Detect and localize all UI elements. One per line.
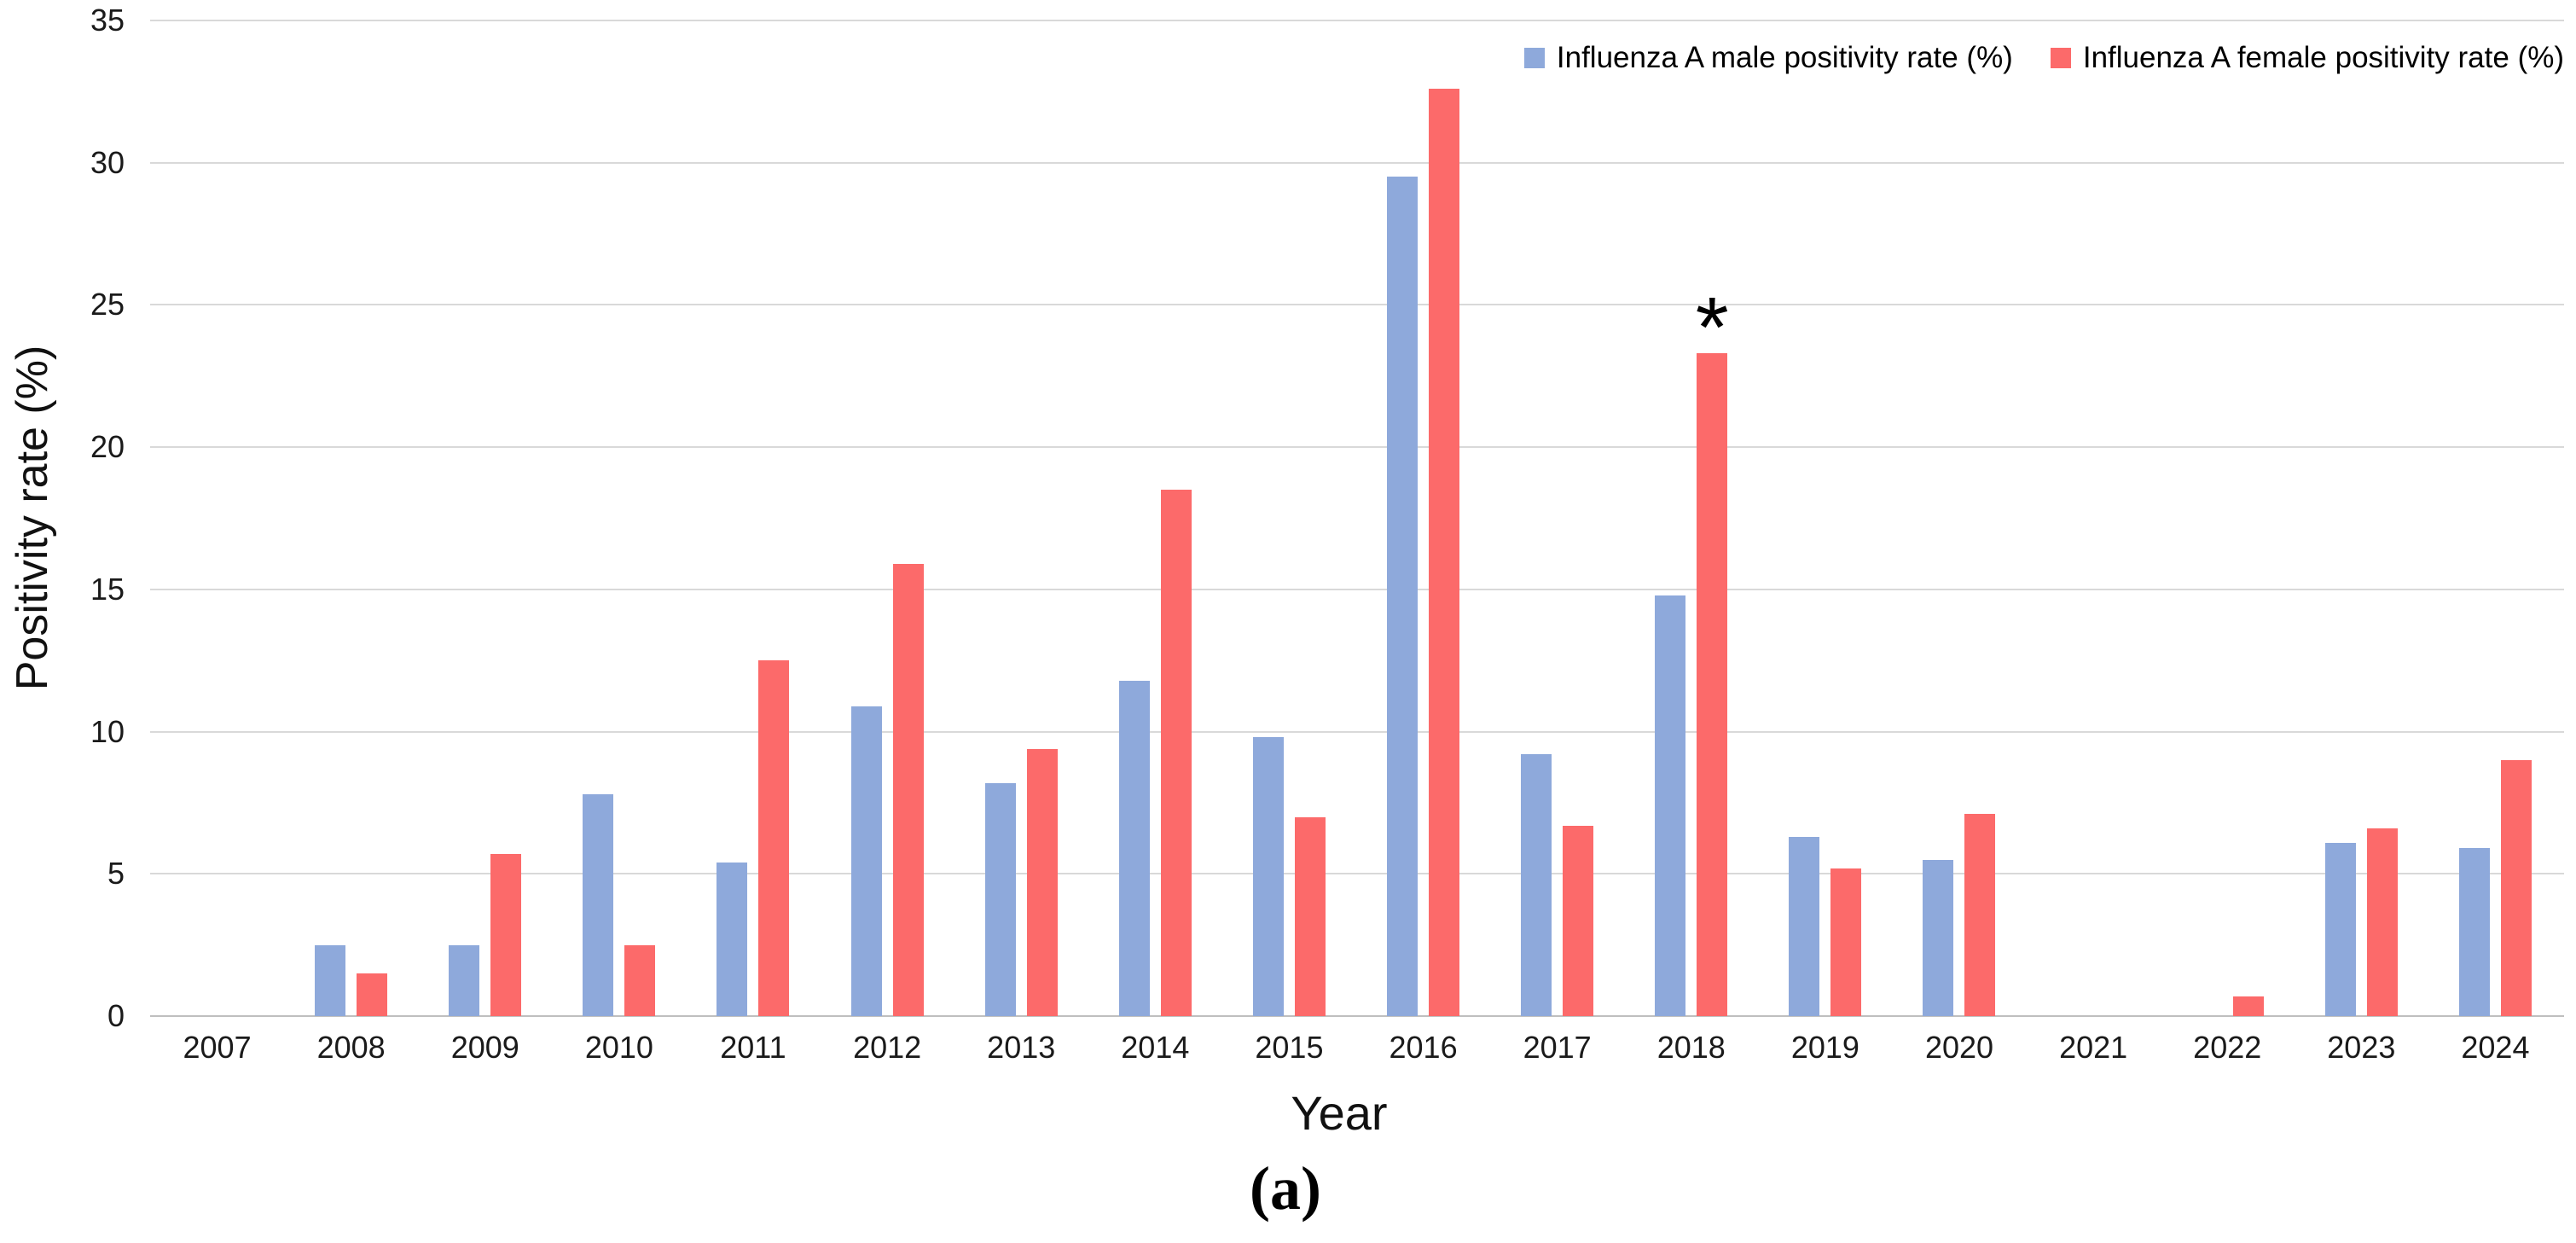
y-tick-label-20: 20 [90, 429, 125, 465]
gridline-35 [150, 19, 2564, 21]
gridline-15 [150, 588, 2564, 590]
x-tick-label-2017: 2017 [1523, 1030, 1592, 1065]
x-tick-label-2013: 2013 [987, 1030, 1056, 1065]
y-tick-label-35: 35 [90, 2, 125, 38]
bar-female-2022 [2232, 996, 2264, 1016]
bar-female-2013 [1026, 748, 1058, 1016]
x-tick-label-2007: 2007 [183, 1030, 252, 1065]
y-tick-label-10: 10 [90, 713, 125, 749]
x-tick-label-2011: 2011 [720, 1030, 786, 1065]
bar-male-2024 [2458, 848, 2490, 1016]
figure-caption: (a) [1250, 1154, 1321, 1223]
y-tick-label-5: 5 [107, 856, 125, 892]
x-tick-label-2024: 2024 [2461, 1030, 2530, 1065]
y-axis-title: Positivity rate (%) [8, 345, 57, 691]
bar-male-2016 [1387, 177, 1419, 1016]
bar-male-2012 [850, 706, 882, 1016]
x-tick-label-2021: 2021 [2059, 1030, 2128, 1065]
bar-female-2010 [624, 944, 656, 1016]
bar-female-2009 [490, 853, 522, 1016]
bar-male-2013 [984, 782, 1016, 1016]
bar-male-2017 [1521, 754, 1552, 1016]
bar-female-2023 [2366, 828, 2398, 1016]
y-tick-label-0: 0 [107, 998, 125, 1033]
bar-male-2014 [1118, 680, 1150, 1016]
y-tick-label-25: 25 [90, 287, 125, 322]
legend-swatch-female-icon [2050, 48, 2071, 68]
x-axis-title: Year [1291, 1086, 1388, 1140]
bar-female-2018 [1697, 353, 1728, 1016]
x-tick-label-2019: 2019 [1790, 1030, 1859, 1065]
gridline-5 [150, 873, 2564, 875]
legend-swatch-male-icon [1523, 48, 1545, 68]
gridline-10 [150, 730, 2564, 733]
bar-female-2024 [2500, 759, 2532, 1016]
bar-male-2023 [2324, 842, 2356, 1016]
bar-male-2008 [315, 944, 346, 1016]
bar-male-2019 [1789, 836, 1820, 1016]
bar-female-2015 [1294, 816, 1326, 1016]
bar-male-2018 [1655, 595, 1686, 1016]
x-tick-label-2016: 2016 [1389, 1030, 1458, 1065]
x-tick-label-2015: 2015 [1255, 1030, 1324, 1065]
x-tick-label-2022: 2022 [2193, 1030, 2262, 1065]
x-tick-label-2023: 2023 [2327, 1030, 2396, 1065]
bar-male-2020 [1923, 859, 1954, 1016]
bar-male-2010 [583, 793, 614, 1016]
x-tick-label-2020: 2020 [1924, 1030, 1994, 1065]
bar-female-2014 [1160, 490, 1192, 1016]
gridline-30 [150, 161, 2564, 164]
legend-item-male: Influenza A male positivity rate (%) [1523, 41, 2013, 75]
bar-female-2019 [1830, 868, 1862, 1016]
x-tick-label-2018: 2018 [1656, 1030, 1726, 1065]
x-tick-label-2012: 2012 [853, 1030, 922, 1065]
x-tick-label-2014: 2014 [1121, 1030, 1190, 1065]
bar-female-2017 [1563, 825, 1594, 1016]
x-tick-label-2009: 2009 [450, 1030, 519, 1065]
bar-female-2008 [357, 973, 388, 1016]
bar-male-2009 [449, 944, 480, 1016]
legend-item-female: Influenza A female positivity rate (%) [2050, 41, 2564, 75]
bar-female-2012 [892, 563, 924, 1016]
y-tick-label-15: 15 [90, 571, 125, 607]
legend-label-female: Influenza A female positivity rate (%) [2082, 41, 2564, 74]
gridline-25 [150, 304, 2564, 306]
x-tick-label-2008: 2008 [316, 1030, 386, 1065]
significance-asterisk: * [1695, 280, 1729, 376]
bar-female-2016 [1429, 89, 1460, 1016]
bar-female-2020 [1964, 814, 1996, 1016]
bar-female-2011 [758, 660, 790, 1016]
gridline-20 [150, 446, 2564, 449]
gridline-0 [150, 1015, 2564, 1017]
legend-label-male: Influenza A male positivity rate (%) [1556, 41, 2013, 74]
y-tick-label-30: 30 [90, 144, 125, 180]
legend: Influenza A male positivity rate (%) Inf… [1523, 41, 2564, 75]
x-tick-label-2010: 2010 [584, 1030, 653, 1065]
bar-male-2011 [717, 862, 748, 1016]
bar-male-2015 [1252, 737, 1284, 1016]
